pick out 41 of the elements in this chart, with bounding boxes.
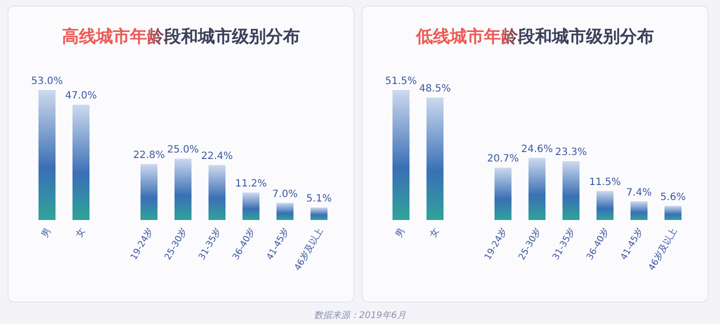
bar	[140, 164, 158, 220]
data-label: 5.6%	[660, 192, 686, 203]
data-label: 22.8%	[133, 150, 165, 162]
bar	[392, 90, 410, 220]
data-label: 48.5%	[419, 84, 451, 95]
data-label: 7.4%	[626, 187, 652, 198]
bar	[426, 98, 444, 220]
data-label: 22.4%	[201, 151, 233, 162]
x-tick-label: 女	[428, 226, 442, 240]
bar	[664, 206, 682, 220]
x-tick-label: 46岁及以上	[646, 226, 680, 273]
data-label: 20.7%	[487, 154, 519, 165]
bar	[596, 190, 614, 220]
data-label: 5.1%	[306, 193, 332, 204]
data-label: 53.0%	[31, 76, 63, 87]
data-label: 11.5%	[589, 176, 621, 188]
bar	[276, 202, 294, 220]
data-label: 51.5%	[385, 76, 417, 87]
bar	[208, 165, 226, 220]
bar	[72, 104, 90, 220]
chart-title: 低线城市年龄段和城市级别分布	[415, 27, 654, 47]
data-label: 23.3%	[555, 147, 587, 158]
bar	[630, 201, 648, 220]
bar	[174, 158, 192, 220]
bar	[528, 158, 546, 220]
bar	[494, 168, 512, 220]
x-tick-label: 女	[74, 226, 88, 240]
x-tick-label: 46岁及以上	[292, 226, 326, 273]
data-label: 47.0%	[65, 90, 97, 102]
chart-title: 高线城市年龄段和城市级别分布	[62, 27, 300, 47]
source-note: 数据来源：2019年6月	[314, 310, 406, 321]
data-label: 24.6%	[521, 144, 553, 155]
data-label: 11.2%	[235, 178, 267, 190]
data-label: 7.0%	[272, 188, 298, 200]
x-tick-label: 男	[394, 226, 408, 240]
data-label: 25.0%	[167, 144, 199, 156]
bar	[310, 207, 328, 220]
bar	[38, 90, 56, 220]
bar	[242, 192, 260, 220]
bar	[562, 161, 580, 220]
x-tick-label: 男	[40, 226, 54, 240]
